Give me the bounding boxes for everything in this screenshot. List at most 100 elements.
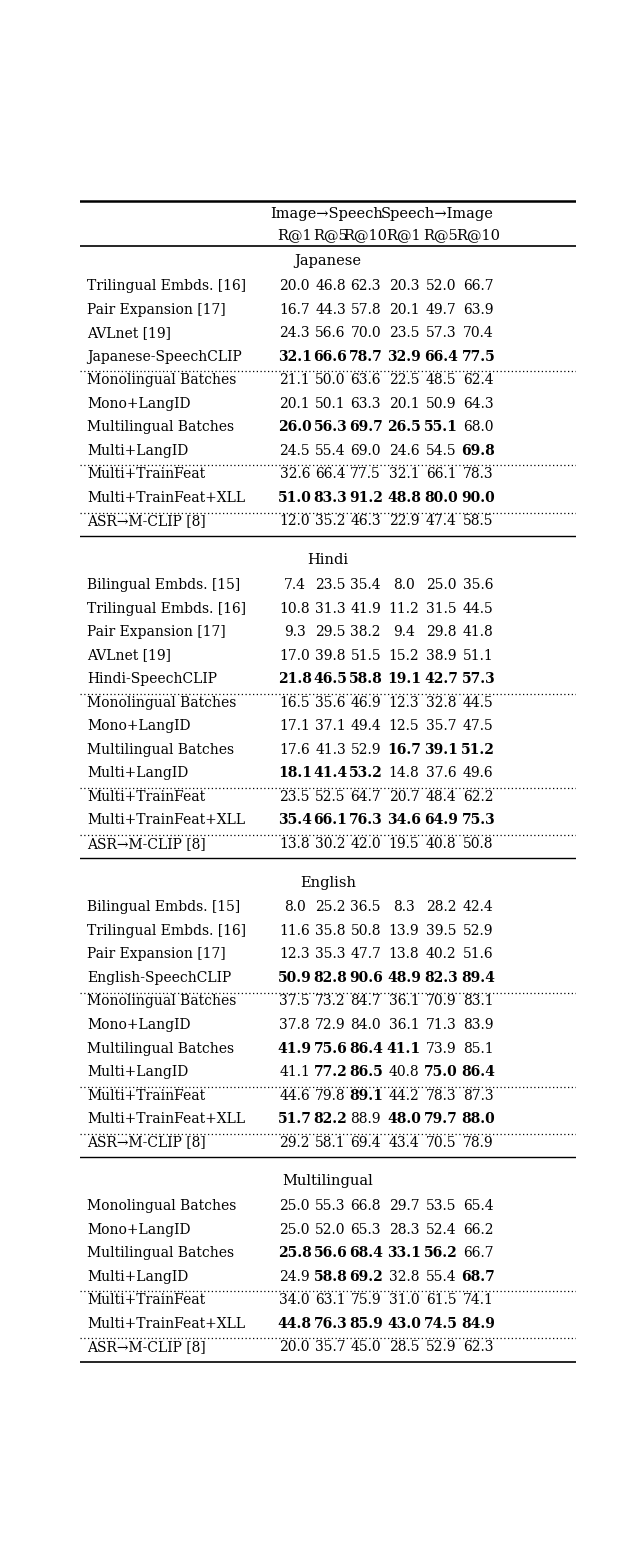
Text: 12.0: 12.0 — [280, 514, 310, 529]
Text: 52.4: 52.4 — [426, 1222, 456, 1236]
Text: Bilingual Embds. [15]: Bilingual Embds. [15] — [88, 578, 241, 592]
Text: 11.2: 11.2 — [388, 602, 419, 616]
Text: 52.9: 52.9 — [351, 742, 381, 756]
Text: 16.7: 16.7 — [387, 742, 421, 756]
Text: Pair Expansion [17]: Pair Expansion [17] — [88, 625, 226, 639]
Text: 35.2: 35.2 — [316, 514, 346, 529]
Text: 32.1: 32.1 — [278, 349, 312, 363]
Text: 84.7: 84.7 — [350, 995, 381, 1009]
Text: 13.8: 13.8 — [280, 837, 310, 851]
Text: 54.5: 54.5 — [426, 444, 456, 458]
Text: 86.4: 86.4 — [461, 1065, 495, 1079]
Text: 74.1: 74.1 — [463, 1294, 493, 1308]
Text: 56.2: 56.2 — [424, 1246, 458, 1260]
Text: 50.9: 50.9 — [278, 971, 312, 985]
Text: 35.6: 35.6 — [463, 578, 493, 592]
Text: 17.0: 17.0 — [280, 649, 310, 663]
Text: 89.4: 89.4 — [461, 971, 495, 985]
Text: 78.7: 78.7 — [349, 349, 383, 363]
Text: 58.1: 58.1 — [315, 1135, 346, 1149]
Text: 71.3: 71.3 — [426, 1018, 456, 1032]
Text: 28.3: 28.3 — [388, 1222, 419, 1236]
Text: 46.9: 46.9 — [350, 695, 381, 709]
Text: 55.3: 55.3 — [316, 1199, 346, 1213]
Text: 66.6: 66.6 — [314, 349, 348, 363]
Text: English: English — [300, 876, 356, 890]
Text: 35.3: 35.3 — [316, 948, 346, 962]
Text: 63.1: 63.1 — [315, 1294, 346, 1308]
Text: 14.8: 14.8 — [388, 765, 419, 780]
Text: 23.5: 23.5 — [388, 326, 419, 340]
Text: 74.5: 74.5 — [424, 1317, 458, 1331]
Text: 41.1: 41.1 — [387, 1041, 421, 1055]
Text: 41.8: 41.8 — [463, 625, 493, 639]
Text: 66.4: 66.4 — [424, 349, 458, 363]
Text: 25.0: 25.0 — [426, 578, 456, 592]
Text: 65.4: 65.4 — [463, 1199, 493, 1213]
Text: 35.8: 35.8 — [316, 924, 346, 939]
Text: 7.4: 7.4 — [284, 578, 306, 592]
Text: Multi+LangID: Multi+LangID — [88, 1065, 189, 1079]
Text: 25.2: 25.2 — [316, 901, 346, 914]
Text: 70.9: 70.9 — [426, 995, 456, 1009]
Text: 23.5: 23.5 — [316, 578, 346, 592]
Text: 85.9: 85.9 — [349, 1317, 383, 1331]
Text: 29.8: 29.8 — [426, 625, 456, 639]
Text: 39.8: 39.8 — [316, 649, 346, 663]
Text: 48.0: 48.0 — [387, 1112, 421, 1126]
Text: 52.5: 52.5 — [316, 790, 346, 804]
Text: 75.9: 75.9 — [350, 1294, 381, 1308]
Text: 41.3: 41.3 — [315, 742, 346, 756]
Text: AVLnet [19]: AVLnet [19] — [88, 326, 172, 340]
Text: 25.0: 25.0 — [280, 1199, 310, 1213]
Text: ASR→M-CLIP [8]: ASR→M-CLIP [8] — [88, 1135, 206, 1149]
Text: Mono+LangID: Mono+LangID — [88, 1222, 191, 1236]
Text: 22.9: 22.9 — [388, 514, 419, 529]
Text: Multilingual: Multilingual — [283, 1174, 373, 1188]
Text: 23.5: 23.5 — [280, 790, 310, 804]
Text: 86.4: 86.4 — [349, 1041, 383, 1055]
Text: 87.3: 87.3 — [463, 1088, 493, 1102]
Text: Multi+TrainFeat: Multi+TrainFeat — [88, 1294, 205, 1308]
Text: 8.0: 8.0 — [284, 901, 306, 914]
Text: Trilingual Embds. [16]: Trilingual Embds. [16] — [88, 279, 246, 293]
Text: 83.1: 83.1 — [463, 995, 493, 1009]
Text: ASR→M-CLIP [8]: ASR→M-CLIP [8] — [88, 514, 206, 529]
Text: R@1: R@1 — [278, 229, 312, 243]
Text: Trilingual Embds. [16]: Trilingual Embds. [16] — [88, 924, 246, 939]
Text: Multilingual Batches: Multilingual Batches — [88, 742, 235, 756]
Text: 39.1: 39.1 — [424, 742, 458, 756]
Text: 31.3: 31.3 — [315, 602, 346, 616]
Text: 29.7: 29.7 — [388, 1199, 419, 1213]
Text: 50.0: 50.0 — [316, 373, 346, 387]
Text: 86.5: 86.5 — [349, 1065, 383, 1079]
Text: 57.3: 57.3 — [461, 672, 495, 686]
Text: Multi+LangID: Multi+LangID — [88, 765, 189, 780]
Text: 51.5: 51.5 — [350, 649, 381, 663]
Text: Hindi: Hindi — [307, 553, 349, 567]
Text: 39.5: 39.5 — [426, 924, 456, 939]
Text: 20.0: 20.0 — [280, 279, 310, 293]
Text: 64.7: 64.7 — [350, 790, 381, 804]
Text: 31.0: 31.0 — [388, 1294, 419, 1308]
Text: 12.3: 12.3 — [388, 695, 419, 709]
Text: 43.0: 43.0 — [387, 1317, 421, 1331]
Text: Multi+TrainFeat+XLL: Multi+TrainFeat+XLL — [88, 814, 246, 828]
Text: 17.6: 17.6 — [280, 742, 310, 756]
Text: 40.8: 40.8 — [388, 1065, 419, 1079]
Text: 68.4: 68.4 — [349, 1246, 383, 1260]
Text: 66.1: 66.1 — [426, 468, 456, 482]
Text: 51.0: 51.0 — [278, 491, 312, 505]
Text: 21.1: 21.1 — [280, 373, 310, 387]
Text: 34.6: 34.6 — [387, 814, 421, 828]
Text: 47.4: 47.4 — [426, 514, 456, 529]
Text: Multi+TrainFeat: Multi+TrainFeat — [88, 790, 205, 804]
Text: 38.9: 38.9 — [426, 649, 456, 663]
Text: Speech→Image: Speech→Image — [381, 207, 493, 221]
Text: 78.9: 78.9 — [463, 1135, 493, 1149]
Text: 11.6: 11.6 — [280, 924, 310, 939]
Text: 20.1: 20.1 — [388, 398, 419, 412]
Text: 44.6: 44.6 — [280, 1088, 310, 1102]
Text: 19.1: 19.1 — [387, 672, 421, 686]
Text: 49.6: 49.6 — [463, 765, 493, 780]
